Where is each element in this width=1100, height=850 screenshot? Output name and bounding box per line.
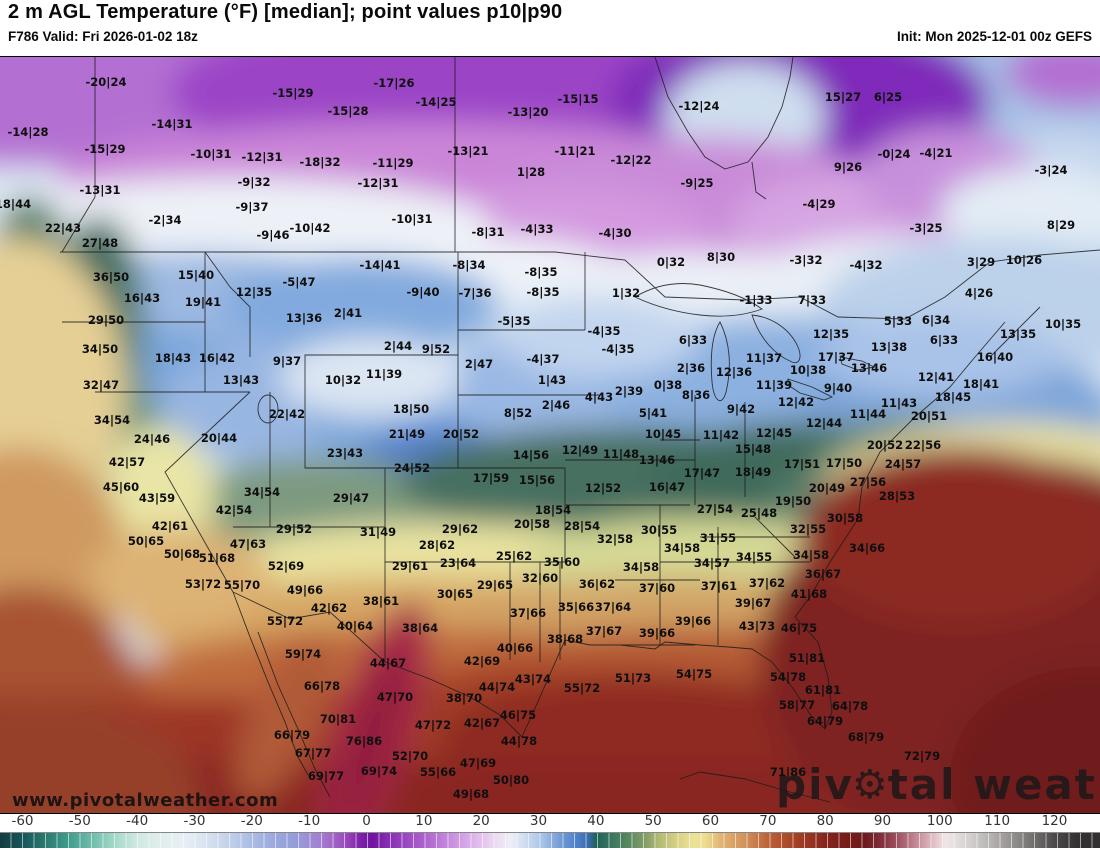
- colorbar-tick: 10: [415, 813, 433, 829]
- watermark: www.pivotalweather.com: [12, 790, 279, 811]
- colorbar-tick: 120: [1041, 813, 1068, 829]
- map-shading: [0, 57, 1100, 813]
- colorbar-tick: -20: [240, 813, 263, 829]
- colorbar-tick: 110: [984, 813, 1011, 829]
- colorbar-tick: -50: [68, 813, 91, 829]
- colorbar-tick: 90: [873, 813, 892, 829]
- colorbar-tick: 0: [362, 813, 371, 829]
- colorbar-tick: 100: [926, 813, 953, 829]
- colorbar-tick: 80: [816, 813, 834, 829]
- colorbar-tick: -30: [183, 813, 206, 829]
- colorbar-tick: 60: [701, 813, 720, 829]
- init-time: Init: Mon 2025-12-01 00z GEFS: [896, 29, 1092, 44]
- colorbar-tick: 30: [529, 813, 548, 829]
- valid-time: F786 Valid: Fri 2026-01-02 18z: [8, 29, 198, 44]
- colorbar-tick: 70: [759, 813, 777, 829]
- border-lines: [60, 57, 1100, 803]
- brand-logo: piv ⚙ tal weather: [776, 760, 1100, 809]
- colorbar-tick: 50: [644, 813, 662, 829]
- colorbar: [0, 832, 1100, 848]
- colorbar-tick: -40: [126, 813, 149, 829]
- brand-text-post: tal weather: [887, 760, 1100, 809]
- colorbar-tick: -60: [11, 813, 34, 829]
- brand-text-pre: piv: [776, 760, 854, 809]
- page-title: 2 m AGL Temperature (°F) [median]; point…: [8, 1, 563, 23]
- colorbar-tick: -10: [298, 813, 321, 829]
- temperature-map: [0, 56, 1100, 814]
- colorbar-tick: 40: [587, 813, 605, 829]
- gear-icon: ⚙: [851, 761, 890, 808]
- colorbar-ticks: -60 -50 -40 -30 -20 -10 0 10 20 30 40 50 60 70 80 90 100…: [0, 813, 1100, 830]
- colorbar-tick: 20: [472, 813, 490, 829]
